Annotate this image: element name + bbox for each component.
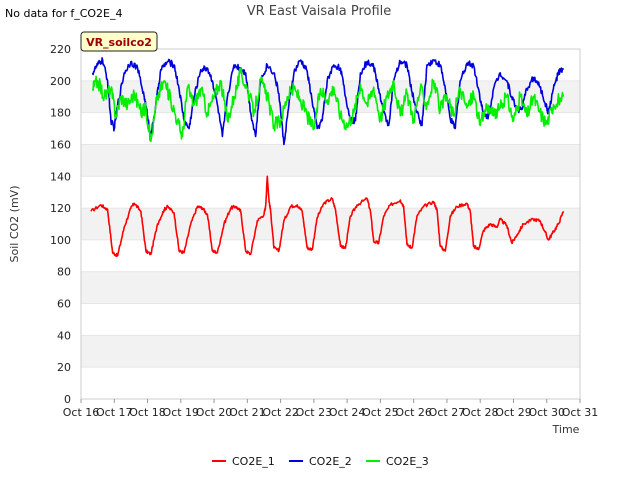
series-line-co2e-3 (91, 68, 565, 143)
legend-item: CO2E_3 (366, 455, 429, 468)
legend-item: CO2E_2 (289, 455, 352, 468)
x-tick-label: Oct 16 (63, 406, 100, 419)
legend-label: CO2E_2 (309, 455, 352, 468)
y-axis-ticks: 0 20 40 60 80 100 120 140 160 180 200 220 (50, 43, 71, 406)
x-tick-label: Oct 19 (163, 406, 200, 419)
grid-band (81, 144, 580, 177)
x-tick-label: Oct 27 (429, 406, 466, 419)
x-tick-label: Oct 26 (395, 406, 432, 419)
y-tick-label: 40 (57, 329, 71, 342)
site-badge-label: VR_soilco2 (86, 36, 152, 49)
x-tick-label: Oct 23 (296, 406, 333, 419)
x-axis-label: Time (552, 423, 580, 436)
site-badge: VR_soilco2 (80, 31, 158, 52)
x-tick-label: Oct 21 (229, 406, 266, 419)
plot-frame (80, 48, 581, 400)
x-tick-label: Oct 28 (462, 406, 499, 419)
series-lines (90, 57, 565, 258)
chart-title: VR East Vaisala Profile (247, 4, 392, 19)
x-tick-label: Oct 29 (495, 406, 532, 419)
x-tick-label: Oct 18 (129, 406, 166, 419)
x-tick-label: Oct 17 (96, 406, 133, 419)
y-tick-label: 220 (50, 43, 71, 56)
y-tick-label: 160 (50, 138, 71, 151)
y-axis-label: Soil CO2 (mV) (8, 186, 21, 263)
y-tick-label: 0 (64, 393, 71, 406)
y-tick-label: 200 (50, 75, 71, 88)
x-tick-label: Oct 20 (196, 406, 233, 419)
y-tick-label: 100 (50, 234, 71, 247)
y-tick-label: 20 (57, 361, 71, 374)
grid-band (81, 335, 580, 368)
y-tick-label: 140 (50, 170, 71, 183)
series-line-co2e-1 (90, 175, 565, 258)
x-tick-label: Oct 30 (528, 406, 565, 419)
legend-label: CO2E_1 (232, 455, 275, 468)
legend: CO2E_1 CO2E_2 CO2E_3 (212, 455, 429, 468)
x-tick-label: Oct 24 (329, 406, 366, 419)
y-tick-label: 80 (57, 266, 71, 279)
no-data-note: No data for f_CO2E_4 (5, 7, 123, 20)
y-tick-label: 120 (50, 202, 71, 215)
grid-band (81, 208, 580, 240)
x-tick-label: Oct 31 (562, 406, 599, 419)
legend-label: CO2E_3 (386, 455, 429, 468)
y-tick-label: 60 (57, 298, 71, 311)
grid-band (81, 271, 580, 304)
x-tick-label: Oct 25 (362, 406, 399, 419)
y-tick-label: 180 (50, 107, 71, 120)
x-tick-label: Oct 22 (262, 406, 299, 419)
grid-band (81, 80, 580, 113)
legend-item: CO2E_1 (212, 455, 275, 468)
